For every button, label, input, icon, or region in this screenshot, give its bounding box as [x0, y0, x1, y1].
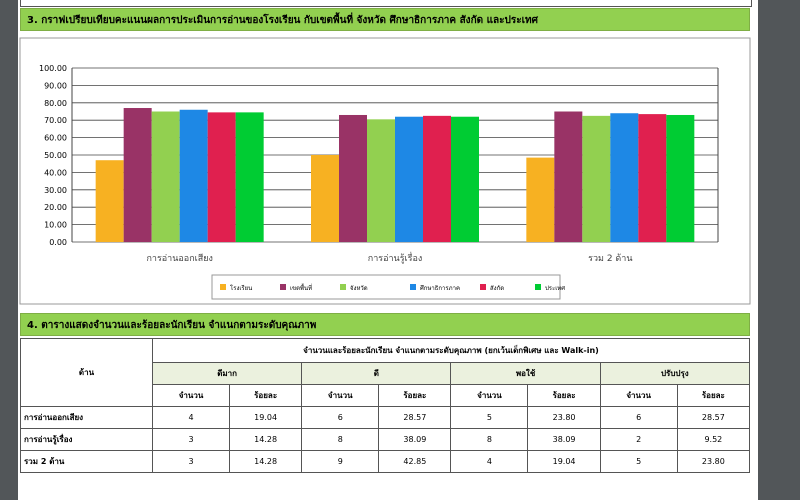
- table-cell: จำนวน: [301, 384, 380, 407]
- bar: [151, 111, 180, 242]
- bar: [638, 114, 667, 242]
- table-cell: 8: [301, 428, 380, 451]
- table-cell: 14.28: [229, 450, 303, 473]
- quality-table: ด้าน จำนวนและร้อยละนักเรียน จำแนกตามระดับ…: [20, 338, 751, 473]
- x-tick-label: การอ่านรู้เรื่อง: [368, 251, 423, 264]
- section-header: 3. กราฟเปรียบเทียบคะแนนผลการประเมินการอ่…: [20, 8, 750, 31]
- legend-label: สังกัด: [490, 285, 504, 292]
- y-tick-label: 20.00: [44, 203, 67, 212]
- y-tick-label: 50.00: [44, 151, 67, 160]
- legend-label: โรงเรียน: [230, 284, 252, 292]
- table-row: รวม 2 ด้าน 3 14.28 9 42.85 4 19.04 5 23.80: [20, 450, 751, 473]
- y-tick-label: 40.00: [44, 168, 67, 177]
- table-cell: ด้าน: [20, 338, 153, 407]
- table-cell: 4: [151, 406, 231, 429]
- table-cell: 3: [151, 428, 231, 451]
- table-cell: 23.80: [676, 450, 751, 473]
- legend-swatch: [340, 284, 346, 290]
- table-cell: 19.04: [229, 406, 303, 429]
- bar: [554, 111, 583, 242]
- bar: [311, 155, 339, 242]
- table-cell: 23.80: [527, 406, 601, 429]
- bar: [367, 119, 395, 242]
- table-cell: ร้อยละ: [527, 384, 601, 407]
- table-cell: 3: [151, 450, 231, 473]
- legend-swatch: [410, 284, 416, 290]
- bar: [666, 114, 695, 242]
- legend-swatch: [220, 284, 226, 290]
- y-tick-label: 0.00: [49, 238, 67, 247]
- table-cell: 28.57: [676, 406, 751, 429]
- section-header: 4. ตารางแสดงจำนวนและร้อยละนักเรียน จำแนก…: [20, 313, 750, 336]
- bar: [582, 115, 611, 242]
- table-cell: 8: [450, 428, 529, 451]
- y-tick-label: 10.00: [44, 221, 67, 230]
- table-cell: จำนวนและร้อยละนักเรียน จำแนกตามระดับคุณภ…: [152, 338, 750, 363]
- y-tick-label: 60.00: [44, 134, 67, 143]
- table-cell: ดี: [301, 362, 452, 385]
- table-cell: ร้อยละ: [378, 384, 452, 407]
- bar: [95, 160, 124, 242]
- legend-swatch: [535, 284, 541, 290]
- legend-label: ประเทศ: [545, 285, 565, 292]
- table-row: ดีมาก ดี พอใช้ ปรับปรุง: [21, 362, 751, 385]
- table-cell: 9: [301, 450, 380, 473]
- table-cell: 28.57: [378, 406, 452, 429]
- y-tick-label: 70.00: [44, 116, 67, 125]
- legend-label: จังหวัด: [350, 285, 368, 292]
- y-tick-label: 30.00: [44, 186, 67, 195]
- x-tick-label: การอ่านออกเสียง: [146, 253, 212, 264]
- y-tick-label: 80.00: [44, 99, 67, 108]
- table-cell: ดีมาก: [151, 362, 303, 385]
- table-cell: การอ่านรู้เรื่อง: [20, 428, 153, 451]
- table-cell: 4: [450, 450, 529, 473]
- table-cell: 6: [301, 406, 380, 429]
- bar: [235, 112, 264, 243]
- x-tick-label: รวม 2 ด้าน: [588, 253, 632, 264]
- cut-table: [20, 0, 752, 7]
- table-cell: 6: [599, 406, 678, 429]
- table-cell: จำนวน: [599, 384, 678, 407]
- table-cell: 42.85: [378, 450, 452, 473]
- legend-label: เขตพื้นที่: [290, 282, 312, 292]
- table-cell: จำนวน: [450, 384, 529, 407]
- bar: [451, 116, 479, 242]
- table-cell: 38.09: [378, 428, 452, 451]
- bar: [123, 108, 152, 243]
- legend-swatch: [480, 284, 486, 290]
- y-tick-label: 100.00: [39, 64, 67, 73]
- table-cell: ร้อยละ: [676, 384, 751, 407]
- bar: [395, 116, 423, 242]
- table-cell: 2: [599, 428, 678, 451]
- document-page: 3. กราฟเปรียบเทียบคะแนนผลการประเมินการอ่…: [18, 0, 758, 500]
- table-cell: ร้อยละ: [229, 384, 303, 407]
- table-row: ด้าน จำนวนและร้อยละนักเรียน จำแนกตามระดับ…: [20, 338, 750, 407]
- table-cell: รวม 2 ด้าน: [20, 450, 153, 473]
- table-cell: 14.28: [229, 428, 303, 451]
- table-cell: พอใช้: [450, 362, 601, 385]
- table-row: การอ่านรู้เรื่อง 3 14.28 8 38.09 8 38.09 2 9.52: [20, 428, 751, 451]
- table-cell: 38.09: [527, 428, 601, 451]
- bar: [526, 157, 555, 242]
- table-cell: 5: [450, 406, 529, 429]
- bar: [339, 114, 367, 242]
- bar: [179, 109, 208, 242]
- legend-swatch: [280, 284, 286, 290]
- bar: [207, 112, 236, 243]
- table-cell: 9.52: [676, 428, 751, 451]
- bar: [423, 115, 451, 242]
- table-cell: 19.04: [527, 450, 601, 473]
- legend-label: ศึกษาธิการภาค: [420, 285, 460, 292]
- legend-frame: [211, 274, 561, 300]
- table-cell: จำนวน: [151, 384, 231, 407]
- table-cell: 5: [599, 450, 678, 473]
- bar: [610, 113, 639, 243]
- table-cell: การอ่านออกเสียง: [20, 406, 153, 429]
- y-tick-label: 90.00: [44, 81, 67, 90]
- table-row: การอ่านออกเสียง 4 19.04 6 28.57 5 23.80 6 28.57: [20, 406, 751, 429]
- table-cell: ปรับปรุง: [599, 362, 751, 385]
- chart: 0.00 10.00 20.00 30.00 40.00 50.00 60.00 70.00 8…: [19, 37, 751, 305]
